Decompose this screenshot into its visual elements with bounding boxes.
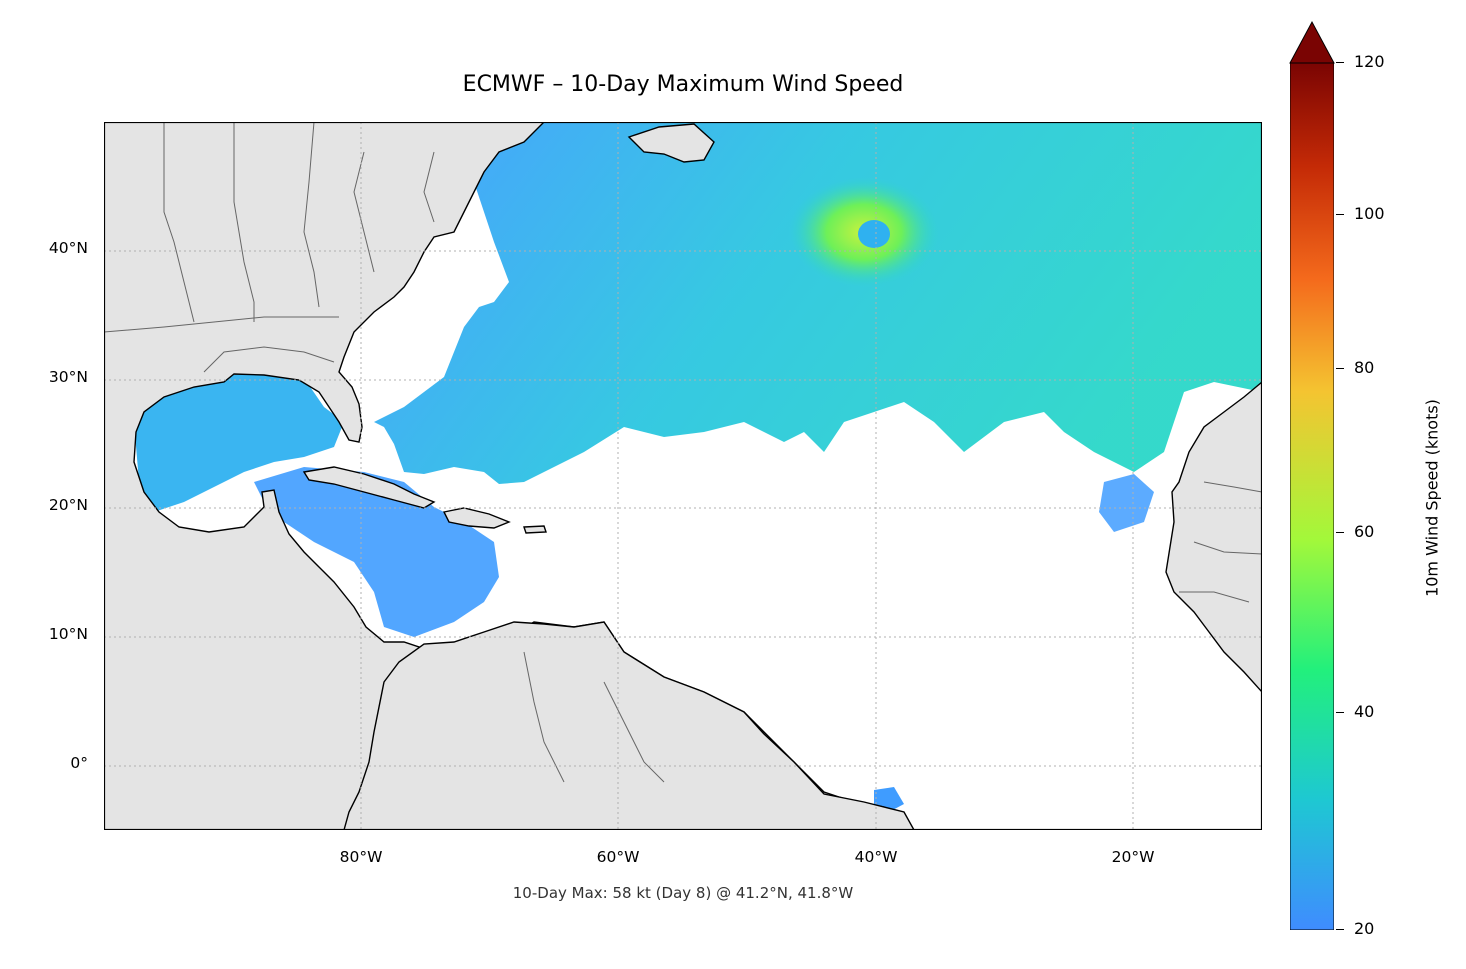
cbar-tick-20 (1336, 929, 1344, 930)
wind-speed-map (104, 122, 1262, 830)
cbar-tick-100 (1336, 214, 1344, 215)
lat-label-40n: 40°N (8, 239, 88, 257)
cbar-label-100: 100 (1354, 204, 1385, 223)
lon-label-40w: 40°W (826, 848, 926, 866)
cbar-tick-120 (1336, 62, 1344, 63)
colorbar (1290, 62, 1334, 930)
lat-label-30n: 30°N (8, 368, 88, 386)
cbar-label-40: 40 (1354, 702, 1374, 721)
colorbar-extend-arrow (1288, 20, 1336, 64)
lat-label-0: 0° (8, 754, 88, 772)
lat-label-20n: 20°N (8, 496, 88, 514)
cbar-tick-60 (1336, 532, 1344, 533)
wind-field-north-atlantic (374, 122, 1262, 484)
lon-label-20w: 20°W (1083, 848, 1183, 866)
cbar-tick-80 (1336, 368, 1344, 369)
land-puerto-rico (524, 526, 546, 533)
cbar-label-120: 120 (1354, 52, 1385, 71)
lat-label-10n: 10°N (8, 625, 88, 643)
map-title: ECMWF – 10-Day Maximum Wind Speed (104, 72, 1262, 97)
colorbar-title: 10m Wind Speed (knots) (1423, 399, 1442, 597)
colorbar-gradient (1290, 62, 1334, 930)
lon-label-60w: 60°W (568, 848, 668, 866)
cbar-label-20: 20 (1354, 919, 1374, 938)
cbar-tick-40 (1336, 712, 1344, 713)
max-wind-eye (858, 220, 890, 248)
cbar-label-60: 60 (1354, 522, 1374, 541)
max-wind-caption: 10-Day Max: 58 kt (Day 8) @ 41.2°N, 41.8… (104, 884, 1262, 902)
cbar-label-80: 80 (1354, 358, 1374, 377)
lon-label-80w: 80°W (311, 848, 411, 866)
